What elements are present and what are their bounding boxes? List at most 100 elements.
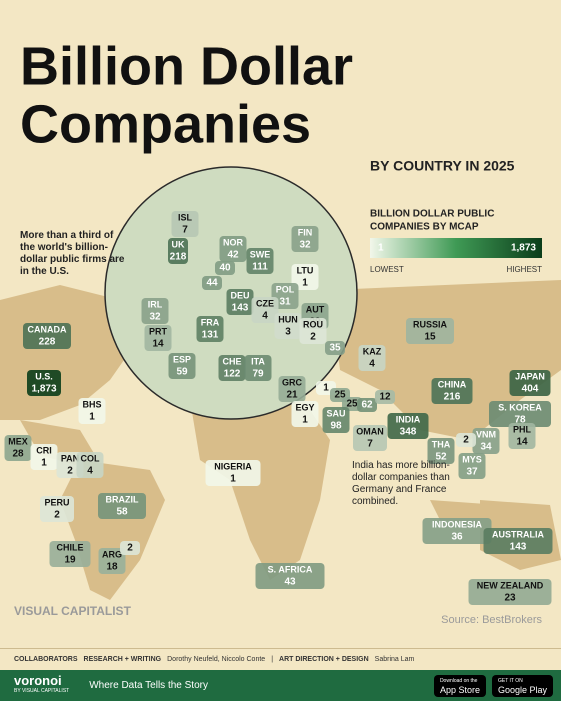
badge-text: App Store (439, 684, 480, 695)
country-name: CZE (256, 298, 274, 308)
country-value: 37 (466, 467, 478, 478)
country-name: IRL (148, 299, 163, 309)
country-name: NEW ZEALAND (477, 580, 544, 590)
country-value: 404 (522, 384, 539, 395)
country-value: 43 (284, 577, 296, 588)
country-patch (427, 438, 455, 464)
country-value: 44 (206, 278, 218, 289)
country-patch (375, 390, 395, 404)
country-patch (458, 453, 486, 479)
country-name: ISL (178, 212, 193, 222)
country-patch (219, 236, 247, 262)
country-patch (431, 378, 473, 404)
country-value: 228 (39, 337, 56, 348)
country-patch (40, 496, 74, 522)
annotation: India has more billion-dollar companies … (352, 460, 450, 507)
country-patch (30, 444, 58, 470)
country-name: INDONESIA (432, 519, 483, 529)
country-value: 79 (252, 369, 264, 380)
country-name: CHINA (438, 379, 467, 389)
country-patch (483, 528, 553, 554)
legend-bar (370, 238, 542, 258)
country-value: 59 (176, 367, 188, 378)
country-name: AUSTRALIA (492, 529, 544, 539)
country-value: 25 (346, 399, 358, 410)
country-value: 7 (367, 439, 373, 450)
country-name: EGY (295, 402, 314, 412)
country-name: CHILE (57, 542, 84, 552)
country-value: 7 (182, 225, 188, 236)
country-patch (299, 318, 327, 344)
country-value: 131 (202, 330, 219, 341)
country-patch (291, 264, 319, 290)
country-value: 14 (152, 339, 164, 350)
country-patch (78, 398, 106, 424)
country-patch (291, 226, 319, 252)
country-value: 2 (310, 332, 316, 343)
country-value: 62 (361, 400, 373, 411)
country-value: 122 (224, 369, 241, 380)
country-patch (218, 355, 246, 381)
country-patch (489, 401, 551, 427)
country-patch (472, 428, 500, 454)
country-name: JAPAN (515, 371, 545, 381)
country-patch (357, 398, 377, 412)
credits-names: Sabrina Lam (374, 656, 415, 663)
country-patch (4, 435, 32, 461)
google-play-badge[interactable]: GET IT ON Google Play (491, 674, 553, 697)
country-value: 15 (424, 332, 436, 343)
country-patch (509, 370, 551, 396)
country-patch (358, 345, 386, 371)
credits-label: COLLABORATORS (14, 656, 78, 663)
country-patch (76, 452, 104, 478)
country-name: CANADA (28, 324, 67, 334)
country-value: 2 (54, 510, 60, 521)
country-name: HUN (278, 314, 298, 324)
country-name: ITA (251, 356, 265, 366)
country-name: S. KOREA (498, 402, 542, 412)
credits-role: RESEARCH + WRITING (83, 656, 162, 663)
country-name: KAZ (363, 346, 382, 356)
brand: voronoi (14, 672, 62, 688)
country-name: GRC (282, 377, 303, 387)
country-name: VNM (476, 429, 496, 439)
tagline: Where Data Tells the Story (89, 680, 208, 691)
country-value: 348 (400, 427, 417, 438)
country-name: PHL (513, 424, 532, 434)
country-patch (325, 341, 345, 355)
country-name: RUSSIA (413, 319, 448, 329)
badge-text: Google Play (497, 684, 547, 695)
legend-min: 1 (378, 243, 384, 254)
country-patch (171, 211, 199, 237)
country-value: 58 (116, 507, 128, 518)
country-value: 32 (149, 312, 161, 323)
app-store-badge[interactable]: Download on the App Store (433, 674, 486, 697)
country-value: 18 (106, 562, 118, 573)
country-name: LTU (297, 265, 314, 275)
country-name: INDIA (396, 414, 421, 424)
country-value: 35 (329, 343, 341, 354)
country-value: 42 (227, 250, 239, 261)
country-patch (255, 563, 325, 589)
country-name: OMAN (356, 426, 384, 436)
country-value: 34 (480, 442, 492, 453)
country-name: CRI (36, 445, 52, 455)
country-value: 1 (302, 415, 308, 426)
country-patch (23, 323, 71, 349)
legend-max: 1,873 (511, 243, 536, 254)
country-name: THA (432, 439, 451, 449)
country-name: SAU (326, 408, 345, 418)
country-patch (244, 355, 272, 381)
country-name: COL (81, 453, 101, 463)
country-name: PRT (149, 326, 168, 336)
country-name: CHE (222, 356, 241, 366)
country-patch (278, 376, 306, 402)
country-value: 216 (444, 392, 461, 403)
country-name: MYS (462, 454, 482, 464)
source: Source: BestBrokers (441, 614, 542, 626)
country-value: 2 (127, 543, 133, 554)
country-value: 1,873 (31, 384, 56, 395)
country-name: AUT (306, 304, 325, 314)
country-value: 1 (302, 278, 308, 289)
legend-title: BILLION DOLLAR PUBLIC (370, 209, 494, 220)
